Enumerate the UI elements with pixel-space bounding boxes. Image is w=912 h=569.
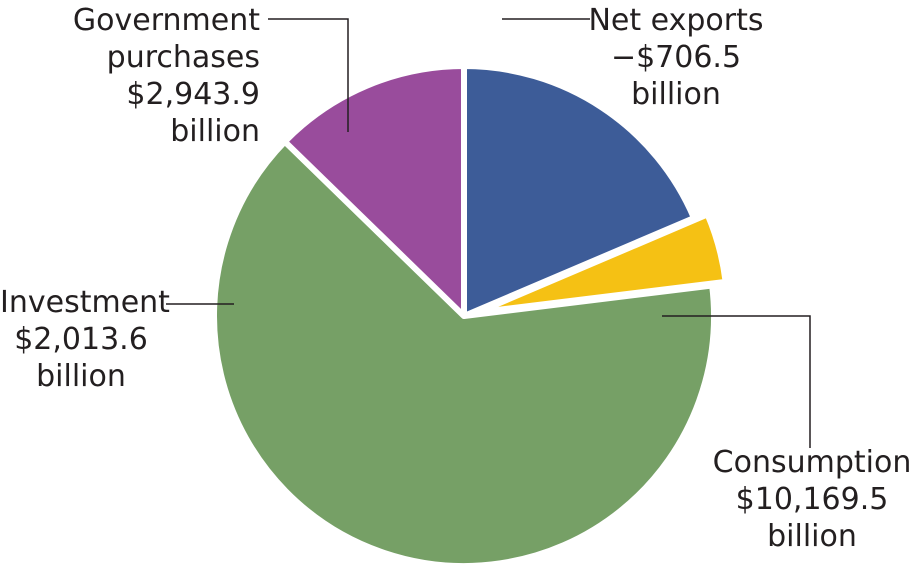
- label-government-line-1: Government: [72, 3, 260, 38]
- leader-line-government-purchases: [268, 18, 349, 132]
- label-government-purchases: Government purchases $2,943.9 billion: [60, 2, 260, 150]
- label-net-exports-unit: billion: [631, 77, 721, 112]
- label-consumption-line-1: Consumption: [712, 445, 912, 480]
- pie-slice-government-purchases: [461, 63, 698, 319]
- label-net-exports-value: −$706.5: [610, 40, 742, 75]
- label-government-line-2: purchases: [106, 40, 260, 75]
- label-government-value: $2,943.9: [126, 77, 260, 112]
- label-investment-value: $2,013.6: [14, 322, 148, 357]
- label-investment: Investment $2,013.6 billion: [0, 284, 170, 395]
- label-net-exports: Net exports −$706.5 billion: [586, 2, 766, 113]
- pie-slice-investment: [281, 63, 467, 319]
- label-investment-unit: billion: [36, 359, 126, 394]
- pie-slice-consumption: [211, 138, 717, 569]
- label-consumption-value: $10,169.5: [735, 482, 889, 517]
- label-government-unit: billion: [170, 114, 260, 149]
- pie-slice-net-exports: [474, 211, 729, 316]
- label-consumption-unit: billion: [767, 519, 857, 554]
- label-net-exports-line-1: Net exports: [588, 3, 764, 38]
- leader-line-consumption: [662, 315, 811, 448]
- label-consumption: Consumption $10,169.5 billion: [712, 444, 912, 555]
- label-investment-line-1: Investment: [0, 285, 170, 320]
